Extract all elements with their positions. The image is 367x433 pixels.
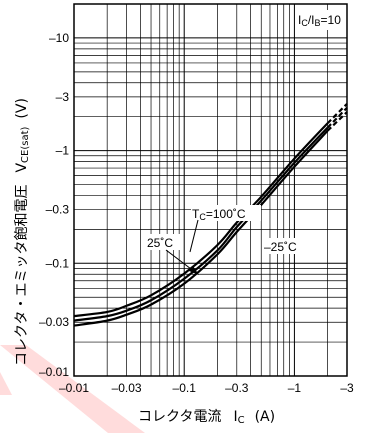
y-tick-label: –1 [56, 144, 70, 158]
x-axis-label-unit: (A) [255, 409, 276, 425]
condition-value: =10 [321, 13, 342, 27]
x-tick-label: –0.03 [112, 381, 142, 395]
x-tick-label: –0.1 [173, 381, 197, 395]
condition-b-sub: B [315, 18, 321, 28]
annotation-tc100-leader [189, 219, 199, 253]
svg-text:コレクタ・エミッタ飽和電圧VCE(sat)(V): コレクタ・エミッタ飽和電圧 VCE(sat) (V) [13, 98, 31, 366]
annotation-25c-arrowhead [189, 266, 199, 275]
condition-label: IC/IB=10 [296, 10, 344, 30]
annotation-tc100-pre: T [192, 207, 200, 221]
x-axis-label-sym: I [233, 409, 237, 425]
y-axis-label-unit: (V) [14, 98, 30, 119]
x-tick-label: –0.01 [59, 381, 89, 395]
annotation-tc100-post: =100˚C [206, 207, 246, 221]
series-line-tc100 [73, 130, 329, 327]
annotation-25c: 25˚C [145, 234, 199, 275]
y-axis-label-sub: CE(sat) [20, 127, 31, 163]
y-tick-label: –0.1 [46, 256, 70, 270]
y-tick-label: –3 [56, 90, 70, 104]
y-tick-label: –0.3 [46, 203, 70, 217]
series-group [73, 103, 348, 327]
y-axis-label-sym: V [14, 163, 30, 173]
condition-a: I [298, 13, 301, 27]
x-axis-label-sub: C [238, 415, 245, 426]
y-tick-label: –0.01 [39, 365, 69, 379]
grid [73, 3, 348, 377]
x-axis-label-text: コレクタ電流 [138, 409, 221, 425]
plot-frame [73, 3, 348, 377]
y-tick-labels: –0.01 –0.03 –0.1 –0.3 –1 –3 –10 [39, 31, 69, 379]
condition-a-sub: C [301, 18, 308, 28]
annotation-minus25c: –25˚C [263, 238, 309, 254]
y-axis-label-text: コレクタ・エミッタ飽和電圧 [13, 185, 30, 366]
series-line-minus25c [73, 122, 329, 318]
x-tick-labels: –0.01 –0.03 –0.1 –0.3 –1 –3 [59, 381, 354, 395]
annotation-minus25c-text: –25˚C [264, 240, 297, 254]
condition-slash: /I [308, 13, 315, 27]
y-axis-label: コレクタ・エミッタ飽和電圧 VCE(sat) (V) [13, 98, 31, 366]
y-tick-label: –0.03 [39, 315, 69, 329]
series-line-25c-extrapolated [326, 107, 348, 129]
x-tick-label: –1 [288, 381, 302, 395]
x-axis-label: コレクタ電流 IC (A) [138, 409, 275, 426]
annotation-tc100-sub: C [199, 212, 206, 222]
y-tick-label: –10 [49, 31, 69, 45]
annotation-tc100: TC=100˚C [189, 205, 261, 253]
series-line-tc100-extrapolated [326, 111, 348, 132]
x-tick-label: –0.3 [225, 381, 249, 395]
annotation-25c-text: 25˚C [147, 236, 173, 250]
x-tick-label: –3 [340, 381, 354, 395]
series-line-25c [73, 126, 329, 322]
svg-text:TC=100˚C: TC=100˚C [192, 207, 246, 222]
svg-text:IC/IB=10: IC/IB=10 [298, 13, 341, 28]
series-line-minus25c-extrapolated [326, 103, 348, 125]
annotation-25c-leader [165, 249, 196, 273]
watermark [0, 345, 145, 433]
